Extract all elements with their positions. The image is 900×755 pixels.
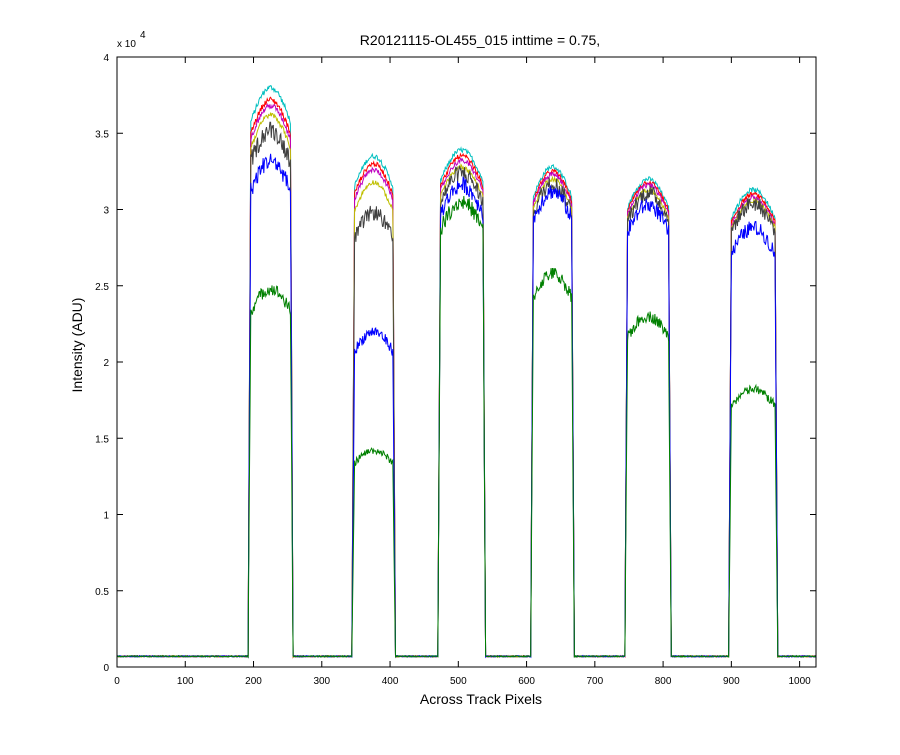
y-axis: 0 0.5 1 1.5 2 2.5 3 3.5 4 — [95, 53, 816, 674]
y-tick-label: 1.5 — [95, 434, 109, 445]
series-line-1 — [116, 84, 817, 659]
x-tick-label: 900 — [723, 676, 740, 687]
x-tick-label: 400 — [382, 676, 399, 687]
y-tick-label: 0.5 — [95, 587, 109, 598]
y-tick-label: 2 — [103, 358, 109, 369]
x-tick-label: 300 — [313, 676, 330, 687]
data-series-group — [116, 84, 817, 659]
x-tick-label: 1000 — [788, 676, 811, 687]
y-tick-label: 3.5 — [95, 129, 109, 140]
plot-frame — [116, 56, 817, 668]
y-multiplier-base: x 10 — [117, 39, 136, 50]
x-tick-label: 200 — [245, 676, 262, 687]
x-tick-label: 0 — [114, 676, 120, 687]
x-axis-label: Across Track Pixels — [420, 691, 542, 707]
x-tick-label: 500 — [450, 676, 467, 687]
x-tick-label: 100 — [177, 676, 194, 687]
y-tick-label: 4 — [103, 53, 109, 64]
y-tick-label: 2.5 — [95, 282, 109, 293]
x-tick-label: 700 — [586, 676, 603, 687]
y-axis-label: Intensity (ADU) — [69, 298, 85, 393]
series-line-6 — [116, 153, 817, 659]
x-tick-label: 800 — [655, 676, 672, 687]
y-tick-label: 1 — [103, 511, 109, 522]
y-tick-label: 3 — [103, 206, 109, 217]
series-line-5 — [116, 121, 816, 659]
y-tick-label: 0 — [103, 663, 109, 674]
series-line-7 — [116, 196, 817, 659]
x-axis: 0 100 200 300 400 500 600 700 800 900 1000 — [114, 57, 811, 687]
y-multiplier-exponent: 4 — [140, 30, 146, 41]
chart-title: R20121115-OL455_015 inttime = 0.75, — [360, 32, 600, 48]
x-tick-label: 600 — [518, 676, 535, 687]
